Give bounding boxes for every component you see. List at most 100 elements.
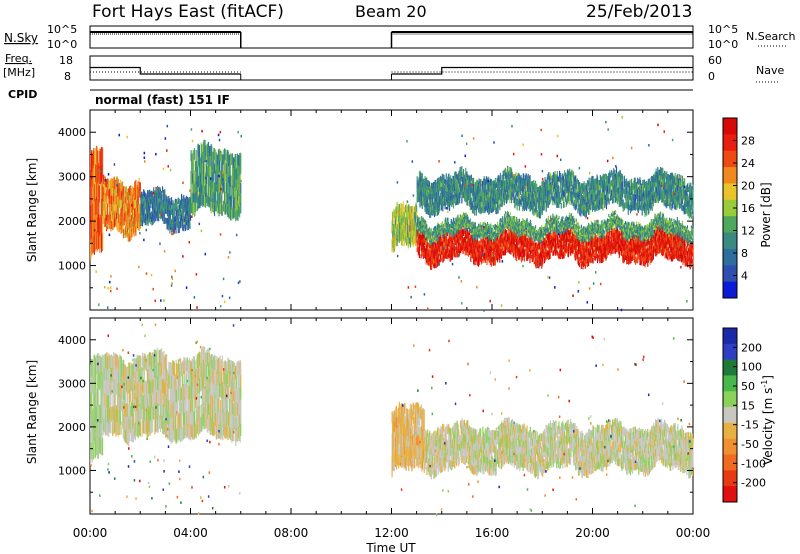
data-cell: [493, 252, 495, 258]
data-cell: [174, 225, 176, 231]
data-cell: [578, 239, 580, 244]
data-cell: [433, 263, 435, 269]
data-cell: [585, 238, 587, 245]
data-cell: [150, 194, 152, 200]
data-cell: [119, 191, 121, 200]
data-cell: [429, 229, 431, 233]
data-cell: [589, 258, 591, 264]
data-cell: [651, 256, 653, 262]
data-cell: [230, 175, 232, 187]
data-cell: [228, 197, 230, 209]
data-cell: [580, 254, 582, 260]
data-cell: [542, 256, 544, 261]
data-cell: [538, 248, 540, 255]
data-cell: [210, 201, 212, 214]
data-cell: [193, 191, 195, 203]
data-cell: [478, 224, 480, 228]
data-cell: [564, 251, 566, 257]
data-cell: [94, 214, 97, 233]
data-cell: [539, 240, 541, 246]
data-cell: [497, 257, 499, 263]
data-cell: [189, 223, 191, 230]
data-cell: [132, 192, 134, 202]
data-cell: [130, 193, 132, 203]
data-cell: [239, 206, 241, 218]
data-cell: [456, 244, 458, 250]
data-cell: [470, 256, 472, 262]
data-cell: [692, 256, 694, 261]
data-cell: [165, 194, 167, 200]
data-cell: [217, 164, 219, 176]
data-cell: [125, 186, 127, 195]
data-cell: [230, 154, 232, 165]
data-cell: [177, 226, 179, 234]
data-cell: [127, 232, 129, 242]
data-cell: [626, 259, 628, 265]
data-cell: [452, 220, 455, 225]
data-cell: [406, 205, 408, 213]
data-cell: [501, 242, 503, 247]
data-cell: [201, 154, 203, 165]
data-cell: [496, 252, 498, 257]
data-cell: [142, 218, 144, 224]
data-cell: [112, 204, 114, 214]
data-cell: [504, 213, 506, 217]
data-cell: [225, 192, 227, 204]
data-cell: [482, 222, 484, 225]
data-cell: [510, 243, 513, 248]
data-cell: [532, 257, 534, 262]
data-cell: [547, 241, 549, 247]
nave-tick-bottom: 0: [708, 70, 715, 83]
data-cell: [103, 202, 105, 211]
data-cell: [578, 257, 580, 262]
data-cell: [495, 225, 497, 228]
data-cell: [414, 231, 417, 240]
nsearch-label: N.Search: [746, 30, 796, 43]
data-cell: [649, 259, 651, 265]
data-cell: [216, 174, 218, 185]
data-cell: [502, 216, 504, 220]
data-cell: [394, 242, 396, 249]
data-cell: [591, 236, 593, 242]
data-cell: [465, 227, 467, 232]
data-cell: [131, 220, 133, 230]
data-cell: [523, 248, 525, 254]
data-cell: [138, 196, 140, 206]
data-cell: [593, 253, 595, 258]
data-cell: [465, 230, 467, 235]
data-cell: [478, 260, 480, 265]
data-cell: [516, 251, 518, 257]
data-cell: [469, 218, 471, 222]
data-cell: [692, 245, 694, 250]
data-cell: [642, 256, 644, 262]
data-cell: [588, 261, 590, 267]
data-cell: [533, 242, 535, 248]
data-cell: [536, 242, 538, 247]
data-cell: [161, 194, 163, 200]
data-cell: [490, 250, 493, 257]
nave-tick-top: 60: [708, 54, 722, 67]
data-cell: [240, 162, 242, 174]
data-cell: [592, 258, 594, 264]
freq-tick-top: 18: [59, 54, 73, 67]
data-cell: [650, 255, 652, 261]
data-cell: [674, 246, 676, 252]
data-cell: [637, 234, 639, 240]
data-cell: [224, 181, 226, 193]
data-cell: [531, 241, 533, 246]
data-cell: [609, 234, 611, 239]
data-cell: [162, 205, 164, 211]
data-cell: [221, 205, 223, 216]
data-cell: [595, 249, 598, 255]
data-cell: [462, 237, 464, 242]
data-cell: [522, 236, 524, 242]
data-cell: [613, 236, 615, 242]
data-cell: [437, 237, 439, 241]
data-cell: [586, 254, 589, 260]
data-cell: [401, 210, 403, 219]
data-cell: [105, 206, 108, 215]
data-cell: [609, 231, 611, 236]
data-cell: [538, 244, 540, 250]
data-cell: [619, 246, 622, 252]
data-cell: [567, 226, 569, 232]
